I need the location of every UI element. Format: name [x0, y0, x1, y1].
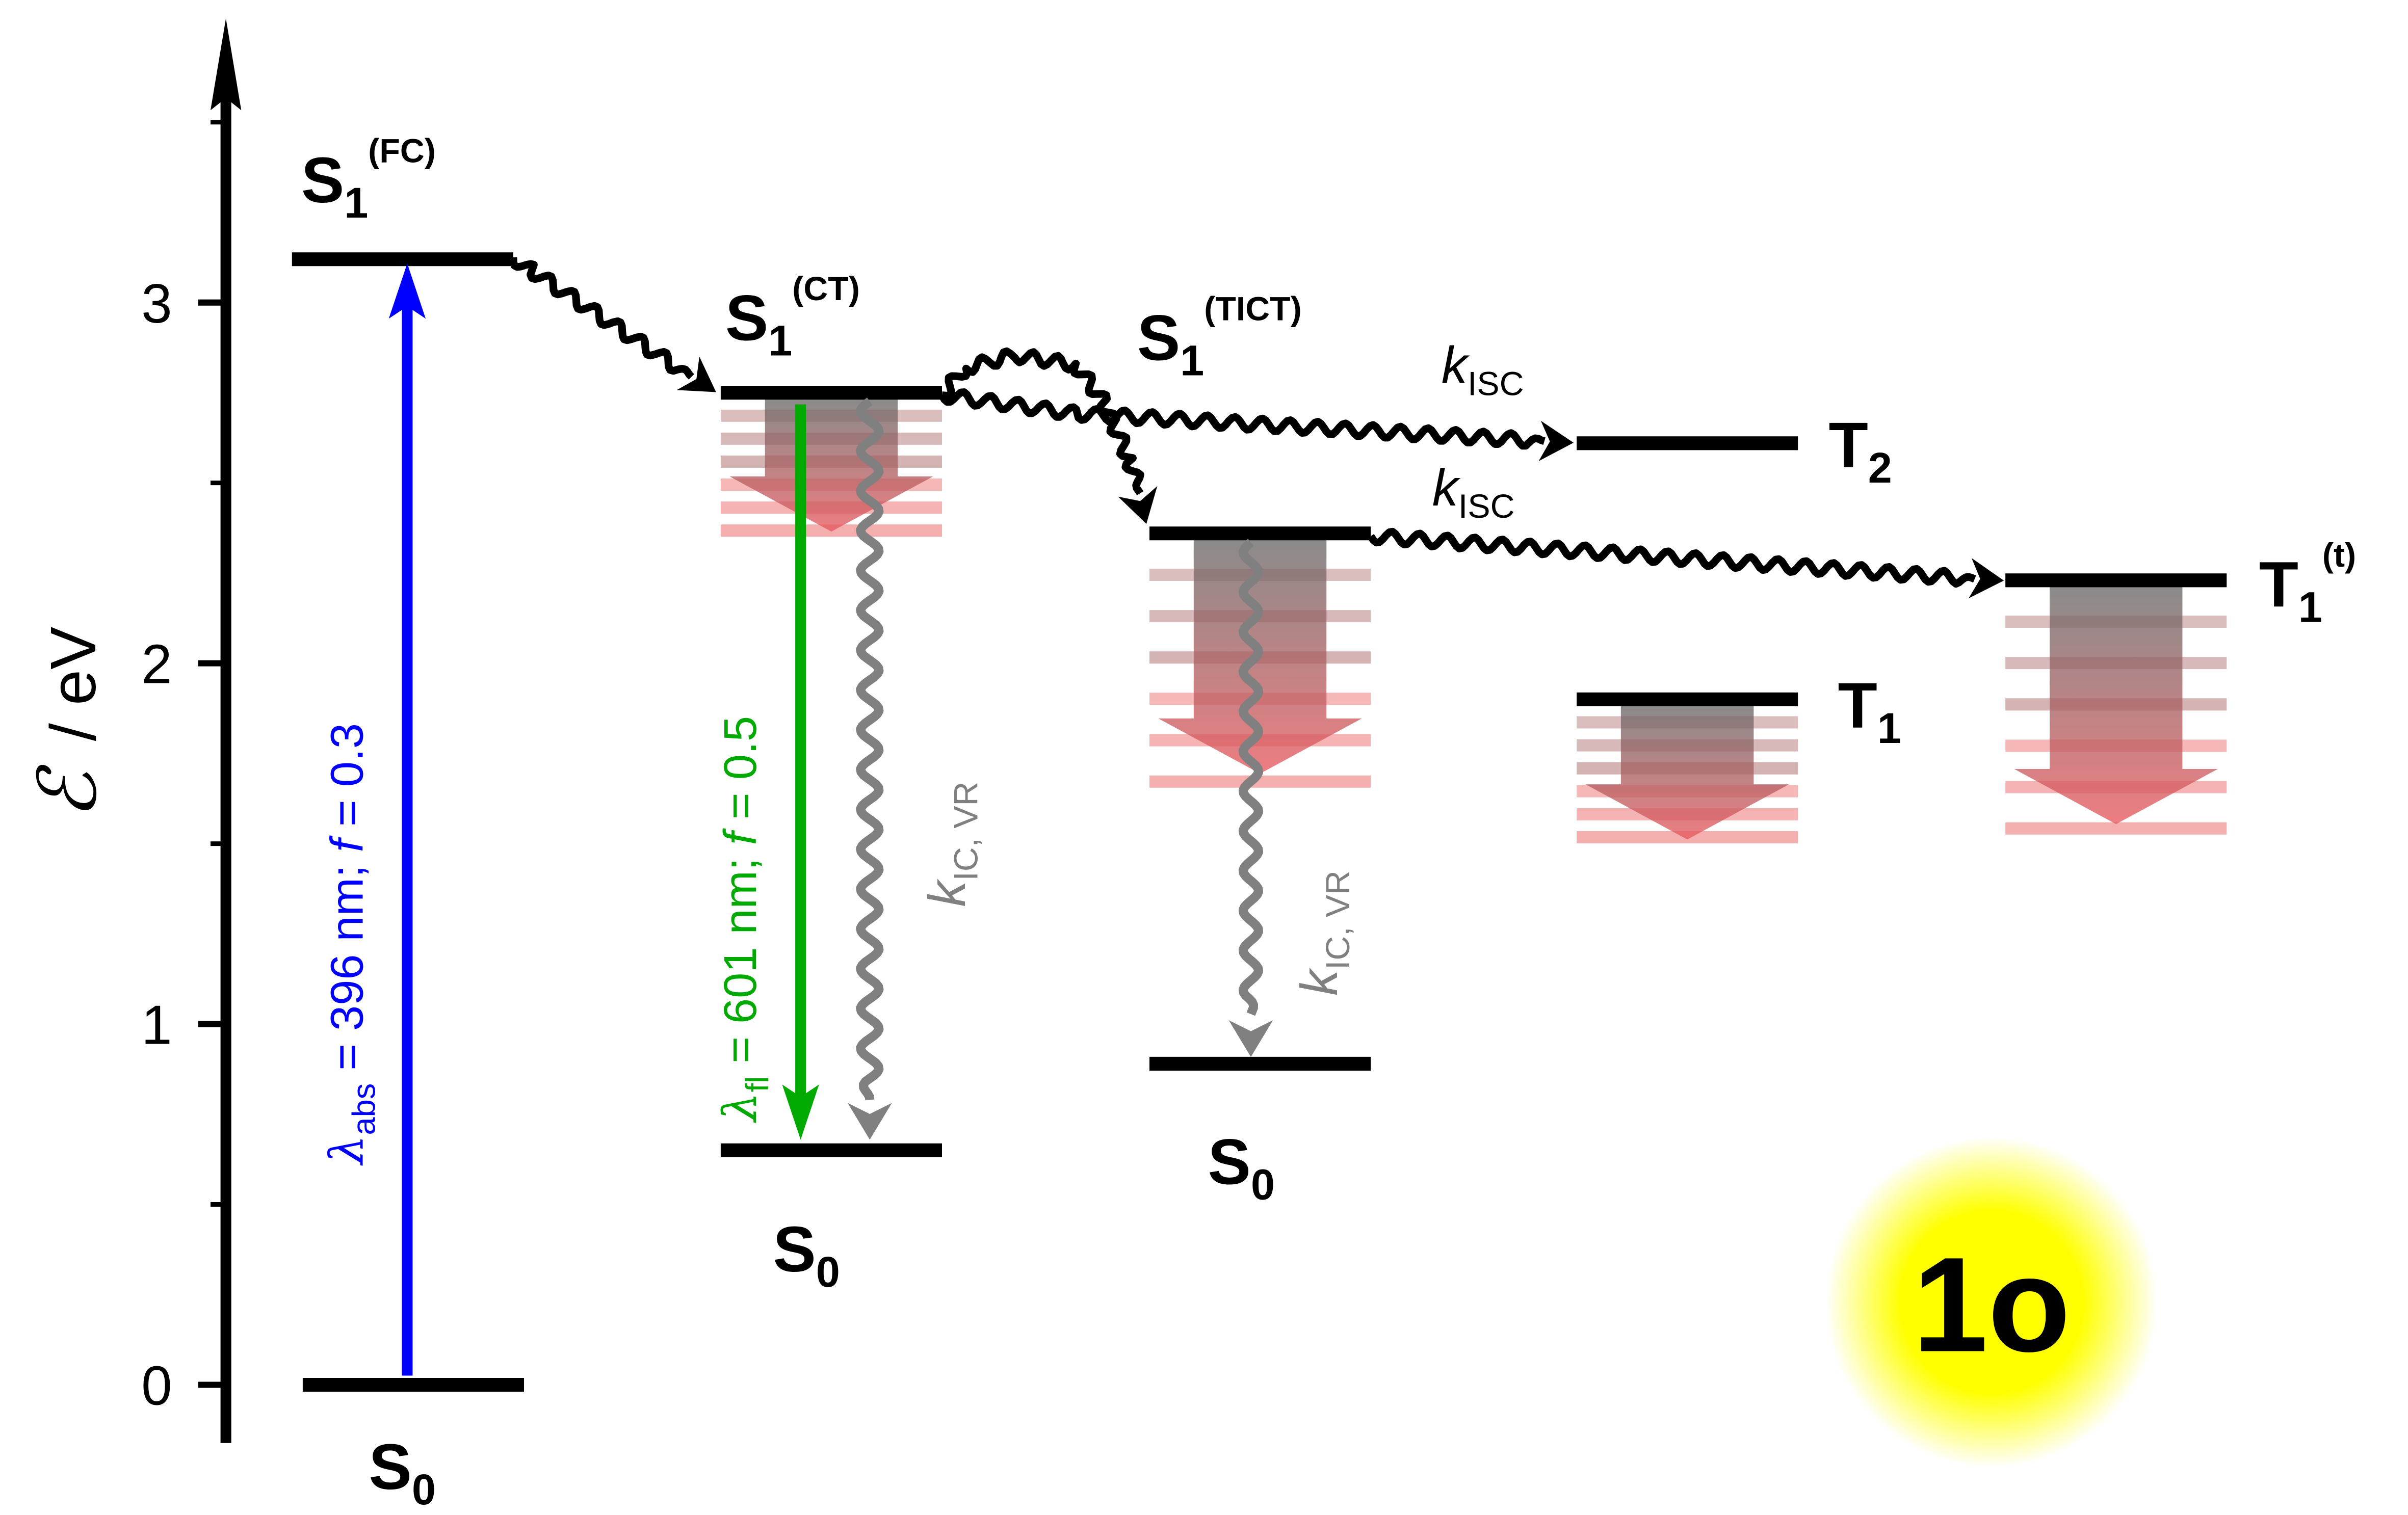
fluorescence-transition: λfl = 601 nm; f = 0.5 — [714, 404, 819, 1140]
fluorescence-label: λfl = 601 nm; f = 0.5 — [714, 716, 775, 1123]
relaxation-arrow — [1585, 705, 1789, 840]
ic-vr-ct-to-s0 — [856, 397, 884, 1102]
relaxation-arrow — [2014, 586, 2218, 825]
isc-tict-to-t1t — [1367, 527, 1976, 588]
axis-tick-label: 3 — [141, 273, 172, 334]
compound-badge: 1o — [1825, 1136, 2158, 1468]
ic-vr-ct-to-s0-arrowhead — [847, 1103, 892, 1140]
label-s0-tict: S0 — [1208, 1126, 1275, 1209]
label-s1-fc: S1(FC) — [301, 132, 436, 227]
label-s0-ground: S0 — [369, 1431, 436, 1513]
label-s0-ct: S0 — [773, 1213, 840, 1296]
compound-label: 1o — [1913, 1230, 2071, 1380]
kic-vr-label-ct: kIC, VR — [918, 782, 985, 907]
manifold-s1-ct — [720, 398, 942, 537]
label-t1: T1 — [1838, 670, 1901, 752]
manifold-t1-t — [2005, 586, 2227, 835]
axis-label-symbol: ℰ — [21, 764, 114, 819]
ic-fc-to-ct-arrowhead — [676, 356, 716, 392]
level-labels: S0 S1(FC) S1(CT) S0 S1(TICT) S0 T2 T1 T1… — [301, 132, 2356, 1513]
axis-arrow — [211, 18, 242, 111]
axis-tick-label: 0 — [141, 1355, 172, 1417]
absorption-arrowhead — [388, 263, 426, 319]
axis-label: ℰ / eV — [21, 627, 114, 819]
absorption-label: λabs = 396 nm; f = 0.3 — [320, 723, 382, 1166]
manifold-t1 — [1577, 705, 1798, 843]
axis-label-unit: / eV — [37, 627, 109, 741]
vibrational-manifolds — [720, 398, 2227, 843]
isc-tict-to-t1t-arrowhead — [1969, 558, 2004, 599]
energy-levels — [292, 252, 2227, 1392]
kic-vr-label-tict: kIC, VR — [1290, 870, 1357, 996]
label-s1-tict: S1(TICT) — [1137, 290, 1302, 384]
ic-ct-to-tict-arrowhead — [1118, 486, 1158, 524]
compound-glow — [1825, 1136, 2158, 1468]
axis-ticks: 0 1 2 3 — [141, 120, 226, 1417]
ic-vr-tict-to-s0 — [1238, 539, 1264, 1016]
isc-ct-to-t2 — [938, 388, 1546, 450]
label-t2: T2 — [1828, 409, 1892, 492]
label-t1-t: T1(t) — [2259, 537, 2357, 631]
ic-vr-tict-to-s0-arrowhead — [1228, 1020, 1273, 1057]
axis-tick-label: 2 — [141, 633, 172, 695]
isc-ct-to-t2-arrowhead — [1538, 420, 1574, 461]
absorption-transition: λabs = 396 nm; f = 0.3 — [320, 263, 426, 1376]
energy-axis: 0 1 2 3 ℰ / eV — [21, 18, 242, 1443]
kisc-label-t1t: kISC — [1432, 458, 1515, 525]
label-s1-ct: S1(CT) — [725, 270, 860, 364]
ic-ct-to-tict — [941, 347, 1144, 496]
axis-tick-label: 1 — [141, 994, 172, 1056]
kisc-label-t2: kISC — [1442, 336, 1524, 403]
rate-labels: kIC, VR kIC, VR kISC kISC — [918, 336, 1524, 996]
wavy-transitions — [509, 257, 2004, 1140]
ic-fc-to-ct — [509, 257, 694, 380]
fluorescence-arrowhead — [782, 1084, 819, 1140]
